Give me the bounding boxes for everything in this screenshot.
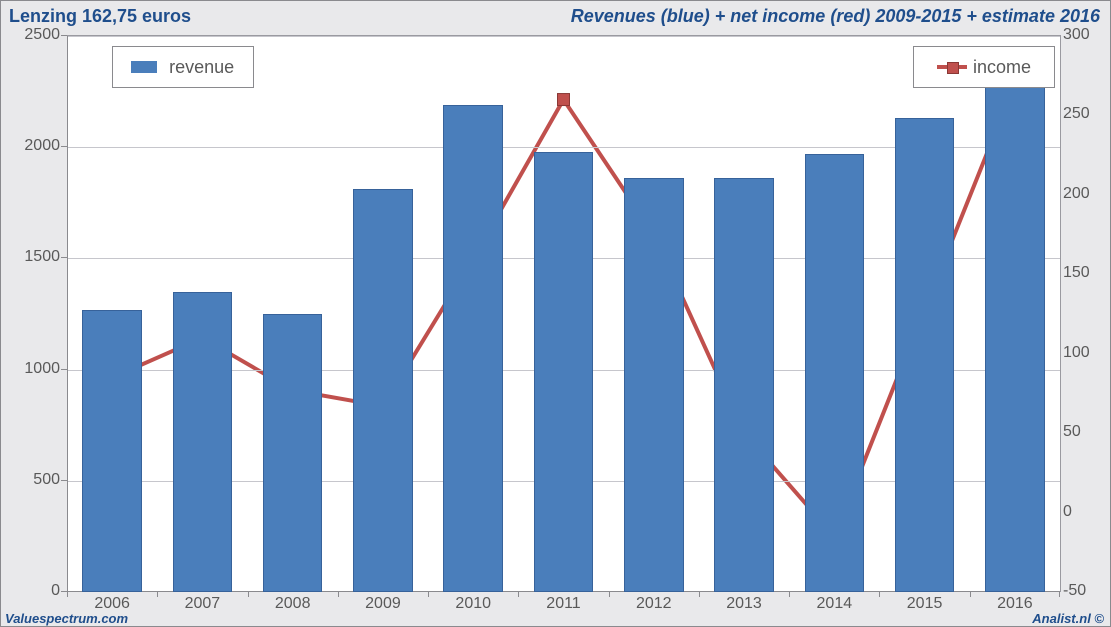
x-tick-mark [970, 591, 971, 597]
bar [624, 178, 684, 592]
y-left-tick-label: 2500 [0, 26, 60, 44]
y-right-tick-label: 50 [1063, 423, 1109, 441]
footer-left: Valuespectrum.com [5, 611, 128, 625]
y-left-tick-label: 500 [0, 471, 60, 489]
y-right-tick-label: 250 [1063, 105, 1109, 123]
bar [82, 310, 142, 592]
bar [714, 178, 774, 592]
y-right-tick-label: 100 [1063, 344, 1109, 362]
x-tick-label: 2013 [699, 595, 789, 613]
chart-frame: Lenzing 162,75 euros Revenues (blue) + n… [0, 0, 1111, 627]
x-tick-label: 2008 [248, 595, 338, 613]
x-tick-label: 2015 [880, 595, 970, 613]
x-tick-label: 2016 [970, 595, 1060, 613]
y-left-tick-label: 0 [0, 582, 60, 600]
bar [895, 118, 955, 592]
bar [173, 292, 233, 592]
legend-label: revenue [169, 57, 234, 78]
x-tick-label: 2009 [338, 595, 428, 613]
x-tick-label: 2006 [67, 595, 157, 613]
x-tick-mark [248, 591, 249, 597]
x-tick-mark [699, 591, 700, 597]
x-tick-mark [1059, 591, 1060, 597]
bar [805, 154, 865, 592]
y-left-tick-mark [61, 35, 67, 36]
y-left-tick-mark [61, 257, 67, 258]
x-tick-label: 2014 [789, 595, 879, 613]
y-left-tick-mark [61, 369, 67, 370]
x-tick-mark [428, 591, 429, 597]
title-right: Revenues (blue) + net income (red) 2009-… [571, 6, 1100, 27]
y-left-tick-mark [61, 480, 67, 481]
y-axis-line [67, 36, 68, 592]
plot-area [67, 35, 1061, 592]
footer-right: Analist.nl © [1032, 611, 1104, 625]
y-right-tick-label: 0 [1063, 503, 1109, 521]
y-right-tick-label: 200 [1063, 185, 1109, 203]
x-tick-label: 2007 [157, 595, 247, 613]
y-left-tick-mark [61, 146, 67, 147]
y-right-tick-label: 150 [1063, 264, 1109, 282]
y-left-tick-label: 2000 [0, 137, 60, 155]
title-left: Lenzing 162,75 euros [9, 6, 191, 27]
legend-bar: revenue [112, 46, 254, 88]
bar [534, 152, 594, 592]
legend-swatch-bar [131, 61, 157, 73]
x-tick-label: 2011 [519, 595, 609, 613]
x-tick-mark [157, 591, 158, 597]
bar [263, 314, 323, 592]
legend-line: income [913, 46, 1055, 88]
chart-footer: Valuespectrum.com Analist.nl © [1, 611, 1110, 626]
y-left-tick-label: 1000 [0, 360, 60, 378]
bar [353, 189, 413, 592]
x-tick-label: 2010 [428, 595, 518, 613]
y-right-tick-label: -50 [1063, 582, 1109, 600]
bar [443, 105, 503, 592]
x-tick-mark [609, 591, 610, 597]
chart-header: Lenzing 162,75 euros Revenues (blue) + n… [1, 1, 1110, 31]
gridline [67, 36, 1060, 37]
x-tick-mark [789, 591, 790, 597]
bar [985, 76, 1045, 592]
x-tick-mark [518, 591, 519, 597]
x-tick-label: 2012 [609, 595, 699, 613]
legend-swatch-line [937, 65, 967, 69]
y-right-tick-label: 300 [1063, 26, 1109, 44]
x-tick-mark [338, 591, 339, 597]
legend-label: income [973, 57, 1031, 78]
y-left-tick-label: 1500 [0, 248, 60, 266]
x-tick-mark [67, 591, 68, 597]
income-marker [558, 94, 570, 106]
x-tick-mark [879, 591, 880, 597]
